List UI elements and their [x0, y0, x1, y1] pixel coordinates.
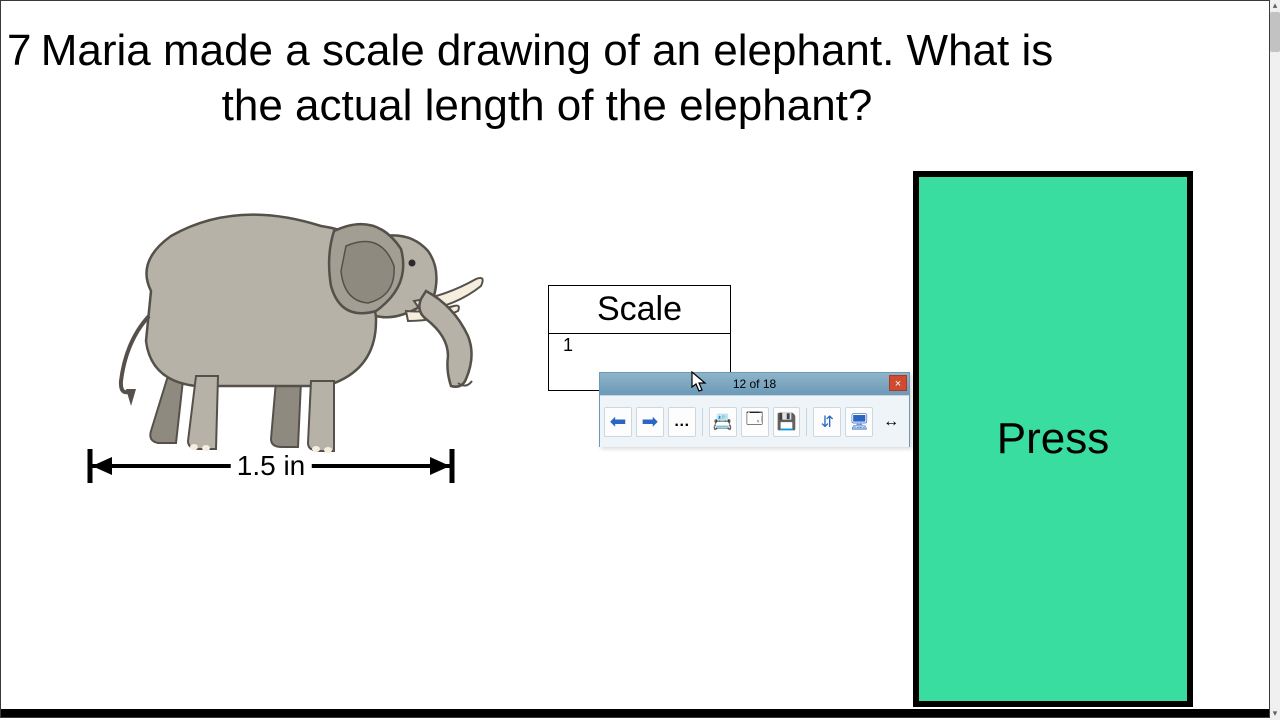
dimension-indicator: 1.5 in — [86, 446, 456, 486]
question-body: Maria made a scale drawing of an elephan… — [41, 26, 1054, 130]
press-button[interactable]: Press — [913, 171, 1193, 707]
fit-icon: ⇵ — [821, 412, 834, 432]
window-icon: 🗔 — [746, 408, 763, 435]
view-mode-1-button[interactable]: 📇 — [709, 407, 737, 437]
scroll-up-icon[interactable]: ▴ — [1270, 0, 1280, 12]
toolbar-body: ⬅ ➡ … 📇 🗔 💾 ⇵ 🖥 — [600, 395, 909, 447]
prev-slide-button[interactable]: ⬅ — [604, 407, 632, 437]
close-icon: × — [895, 378, 901, 390]
ellipsis-icon: … — [674, 413, 690, 431]
next-slide-button[interactable]: ➡ — [636, 407, 664, 437]
question-text: 7 Maria made a scale drawing of an eleph… — [7, 23, 1087, 133]
vertical-scrollbar[interactable]: ▴ ▾ — [1270, 0, 1280, 720]
toolbar-separator — [806, 408, 807, 436]
toolbar-close-button[interactable]: × — [889, 375, 907, 391]
slide-page: 7 Maria made a scale drawing of an eleph… — [0, 0, 1270, 718]
elephant-illustration — [76, 171, 496, 471]
toolbar-titlebar[interactable]: 12 of 18 × — [600, 373, 909, 395]
bottom-border-bar — [1, 709, 1269, 717]
arrow-right-icon: ➡ — [642, 409, 659, 434]
scale-fraction-numerator: 1 — [563, 336, 573, 354]
save-button[interactable]: 💾 — [773, 407, 801, 437]
fit-button[interactable]: ⇵ — [813, 407, 841, 437]
expand-button[interactable]: ↔ — [877, 407, 905, 437]
toolbar-title-text: 12 of 18 — [733, 377, 776, 391]
more-button[interactable]: … — [668, 407, 696, 437]
save-icon: 💾 — [777, 412, 797, 432]
view-mode-2-button[interactable]: 🗔 — [741, 407, 769, 437]
press-button-label: Press — [997, 414, 1109, 464]
expand-icon: ↔ — [883, 413, 899, 431]
presentation-toolbar: 12 of 18 × ⬅ ➡ … 📇 🗔 💾 — [599, 372, 910, 447]
card-icon: 📇 — [713, 412, 733, 432]
scale-title: Scale — [549, 286, 730, 334]
dimension-label: 1.5 in — [231, 450, 312, 482]
question-number: 7 — [7, 23, 31, 78]
present-button[interactable]: 🖥 — [845, 407, 873, 437]
arrow-left-icon: ⬅ — [610, 409, 627, 434]
scroll-down-icon[interactable]: ▾ — [1270, 708, 1280, 720]
scrollbar-thumb[interactable] — [1270, 12, 1280, 52]
toolbar-separator — [702, 408, 703, 436]
monitor-icon: 🖥 — [849, 412, 869, 432]
